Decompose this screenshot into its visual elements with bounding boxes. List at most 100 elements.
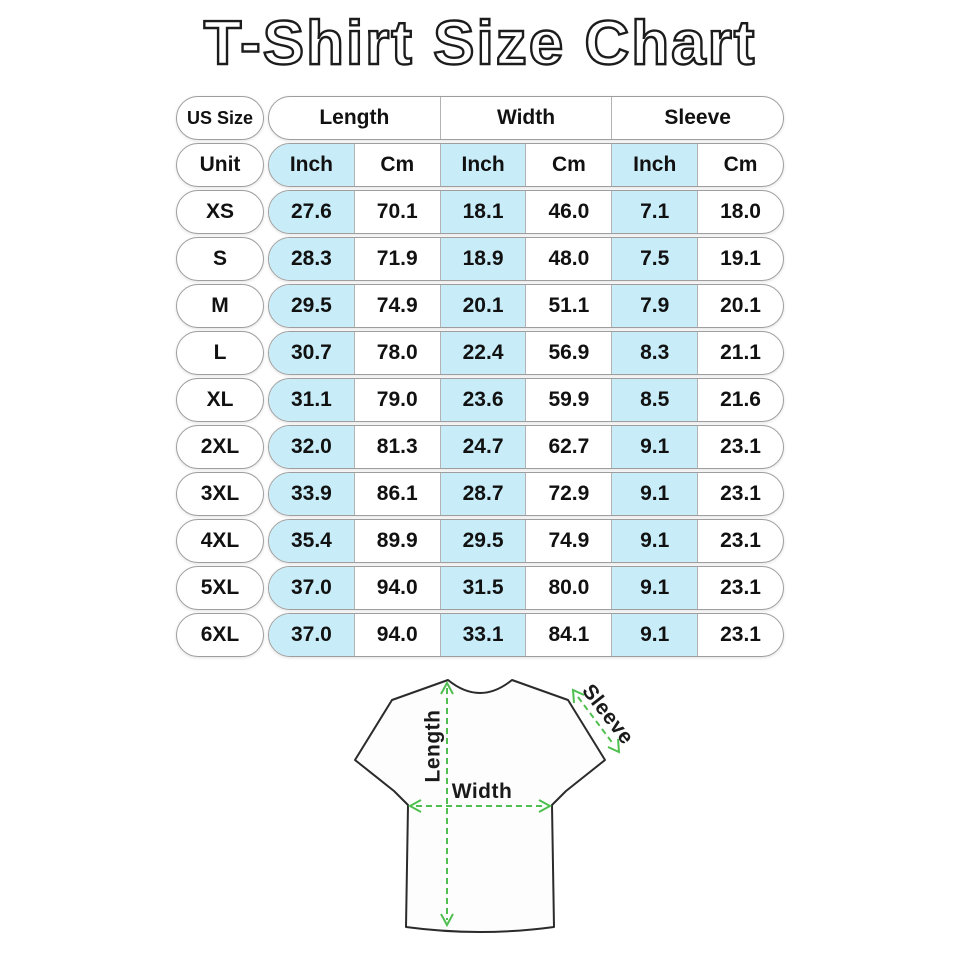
measurement-cell: 9.1 [611,473,698,515]
group-header-pill: Length Width Sleeve [268,96,784,140]
measurement-cell: 9.1 [611,426,698,468]
size-label: 3XL [176,472,264,516]
measurement-cell: 7.1 [611,191,698,233]
measurement-cell: 74.9 [353,285,440,327]
measurement-cell: 33.1 [439,614,526,656]
size-label: S [176,237,264,281]
sleeve-arrow [571,688,621,754]
size-rows: XS 27.6 70.1 18.1 46.0 7.1 18.0 S 28.3 7… [176,190,784,657]
table-row: M 29.5 74.9 20.1 51.1 7.9 20.1 [176,284,784,328]
width-arrow [407,799,553,813]
table-row: XS 27.6 70.1 18.1 46.0 7.1 18.0 [176,190,784,234]
measurement-cell: 35.4 [269,520,354,562]
measurement-pill: 32.0 81.3 24.7 62.7 9.1 23.1 [268,425,784,469]
width-arrow-label: Width [452,780,513,803]
measurement-cell: 94.0 [353,614,440,656]
column-group-sleeve: Sleeve [611,97,783,139]
unit-pill: Inch Cm Inch Cm Inch Cm [268,143,784,187]
table-row: XL 31.1 79.0 23.6 59.9 8.5 21.6 [176,378,784,422]
table-row: S 28.3 71.9 18.9 48.0 7.5 19.1 [176,237,784,281]
tshirt-diagram-svg: Length Width Sleeve [354,679,638,933]
measurement-cell: 81.3 [353,426,440,468]
measurement-cell: 59.9 [525,379,611,421]
length-arrow-label: Length [422,710,445,783]
measurement-cell: 18.0 [697,191,783,233]
measurement-cell: 78.0 [353,332,440,374]
measurement-cell: 37.0 [269,614,354,656]
measurement-cell: 94.0 [353,567,440,609]
measurement-cell: 62.7 [525,426,611,468]
measurement-pill: 29.5 74.9 20.1 51.1 7.9 20.1 [268,284,784,328]
measurement-cell: 56.9 [525,332,611,374]
measurement-cell: 27.6 [269,191,354,233]
measurement-cell: 8.5 [611,379,698,421]
measurement-cell: 79.0 [353,379,440,421]
table-row: L 30.7 78.0 22.4 56.9 8.3 21.1 [176,331,784,375]
measurement-cell: 8.3 [611,332,698,374]
size-label: L [176,331,264,375]
measurement-cell: 70.1 [353,191,440,233]
measurement-cell: 28.3 [269,238,354,280]
column-group-width: Width [439,97,612,139]
measurement-cell: 20.1 [697,285,783,327]
size-label: M [176,284,264,328]
table-row: 5XL 37.0 94.0 31.5 80.0 9.1 23.1 [176,566,784,610]
measurement-cell: 32.0 [269,426,354,468]
measurement-cell: 48.0 [525,238,611,280]
size-label: XL [176,378,264,422]
measurement-pill: 27.6 70.1 18.1 46.0 7.1 18.0 [268,190,784,234]
measurement-cell: 23.1 [697,614,783,656]
table-row: 4XL 35.4 89.9 29.5 74.9 9.1 23.1 [176,519,784,563]
measurement-cell: 86.1 [353,473,440,515]
measurement-cell: 23.1 [697,567,783,609]
table-row: 2XL 32.0 81.3 24.7 62.7 9.1 23.1 [176,425,784,469]
measurement-cell: 31.5 [439,567,526,609]
measurement-cell: 84.1 [525,614,611,656]
corner-header: US Size [176,96,264,140]
measurement-cell: 23.6 [439,379,526,421]
measurement-cell: 23.1 [697,520,783,562]
size-label: 2XL [176,425,264,469]
unit-cell-sleeve-cm: Cm [697,144,783,186]
measurement-pill: 31.1 79.0 23.6 59.9 8.5 21.6 [268,378,784,422]
measurement-cell: 21.6 [697,379,783,421]
unit-cell-length-cm: Cm [353,144,440,186]
measurement-cell: 24.7 [439,426,526,468]
measurement-cell: 37.0 [269,567,354,609]
measurement-cell: 71.9 [353,238,440,280]
measurement-cell: 51.1 [525,285,611,327]
unit-cell-length-inch: Inch [269,144,354,186]
measurement-pill: 28.3 71.9 18.9 48.0 7.5 19.1 [268,237,784,281]
measurement-cell: 31.1 [269,379,354,421]
unit-cell-width-inch: Inch [439,144,526,186]
table-header-row: US Size Length Width Sleeve [176,96,784,140]
column-group-length: Length [319,106,390,129]
measurement-cell: 72.9 [525,473,611,515]
unit-row: Unit Inch Cm Inch Cm Inch Cm [176,143,784,187]
measurement-cell: 9.1 [611,520,698,562]
measurement-cell: 9.1 [611,567,698,609]
measurement-pill: 33.9 86.1 28.7 72.9 9.1 23.1 [268,472,784,516]
measurement-cell: 9.1 [611,614,698,656]
measurement-cell: 89.9 [353,520,440,562]
measurement-pill: 37.0 94.0 31.5 80.0 9.1 23.1 [268,566,784,610]
length-arrow [440,680,454,928]
measurement-cell: 29.5 [439,520,526,562]
measurement-cell: 33.9 [269,473,354,515]
unit-cell-sleeve-inch: Inch [611,144,698,186]
measurement-pill: 35.4 89.9 29.5 74.9 9.1 23.1 [268,519,784,563]
measurement-cell: 7.9 [611,285,698,327]
tshirt-measurement-diagram: Length Width Sleeve [330,658,660,960]
measurement-cell: 23.1 [697,473,783,515]
size-table: US Size Length Width Sleeve Unit Inch Cm… [176,96,784,660]
unit-cell-width-cm: Cm [525,144,611,186]
measurement-pill: 30.7 78.0 22.4 56.9 8.3 21.1 [268,331,784,375]
measurement-cell: 74.9 [525,520,611,562]
measurement-cell: 29.5 [269,285,354,327]
measurement-cell: 28.7 [439,473,526,515]
measurement-cell: 7.5 [611,238,698,280]
measurement-cell: 30.7 [269,332,354,374]
measurement-cell: 20.1 [439,285,526,327]
measurement-pill: 37.0 94.0 33.1 84.1 9.1 23.1 [268,613,784,657]
